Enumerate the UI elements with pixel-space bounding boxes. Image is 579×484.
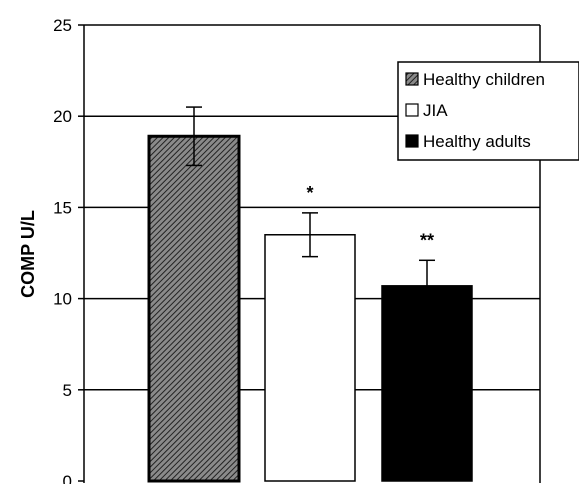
y-tick-label: 15	[53, 198, 72, 217]
legend-swatch	[405, 72, 419, 86]
bar-jia	[264, 234, 356, 482]
y-tick-label: 10	[53, 290, 72, 309]
significance-marker: **	[420, 230, 434, 250]
bars: ***	[147, 106, 473, 483]
legend-label: Healthy children	[423, 70, 545, 89]
legend-swatch	[405, 134, 419, 148]
legend-label: Healthy adults	[423, 132, 531, 151]
bar-healthy-children	[147, 134, 241, 483]
legend: Healthy children JIA Healthy adults	[397, 61, 579, 161]
bar-healthy-adults	[381, 285, 473, 482]
legend-label: JIA	[423, 101, 448, 120]
legend-box	[397, 61, 579, 161]
y-tick-label: 0	[63, 472, 72, 484]
y-axis-label: COMP U/L	[18, 210, 38, 298]
legend-swatch	[405, 103, 419, 117]
y-tick-label: 5	[63, 381, 72, 400]
y-axis-ticks: 0 5 10 15 20 25	[53, 16, 84, 484]
y-tick-label: 20	[53, 107, 72, 126]
y-tick-label: 25	[53, 16, 72, 35]
significance-marker: *	[306, 183, 313, 203]
